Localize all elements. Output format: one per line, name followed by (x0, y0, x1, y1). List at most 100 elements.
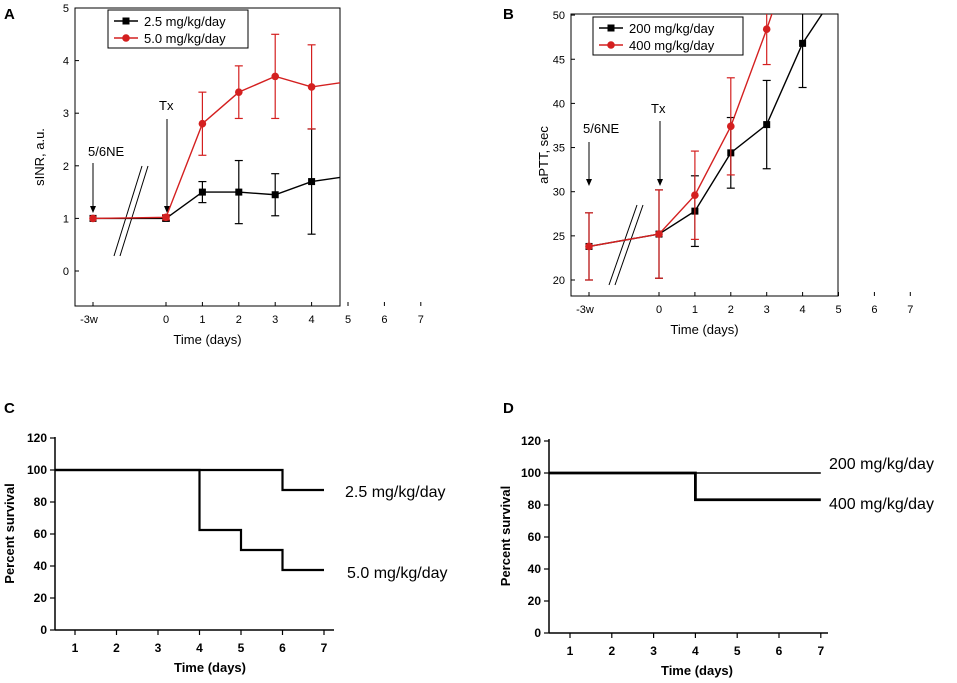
data-point-circle (585, 242, 593, 251)
legend-marker-square (607, 24, 615, 32)
annotation-label: 5/6NE (88, 144, 124, 159)
x-axis-label: Time (days) (173, 332, 241, 347)
data-point-circle (727, 122, 735, 131)
y-tick-label: 0 (534, 626, 541, 640)
x-tick-label: 1 (692, 304, 698, 316)
y-axis-label: sINR, a.u. (32, 128, 47, 186)
x-tick-label: 7 (321, 641, 328, 655)
y-tick-label: 20 (34, 591, 48, 605)
data-point-circle (762, 25, 771, 34)
y-tick-label: 4 (63, 56, 69, 68)
data-point-square (308, 178, 316, 186)
x-tick-label: 0 (163, 314, 169, 326)
panel-label: A (4, 6, 15, 23)
axis-break-mark (119, 165, 149, 257)
x-tick-label: 6 (381, 314, 387, 326)
y-tick-label: 40 (553, 98, 565, 110)
y-tick-label: 35 (553, 143, 565, 155)
x-tick-label: 3 (272, 314, 278, 326)
x-tick-label: 4 (309, 314, 315, 326)
y-tick-label: 5 (63, 3, 69, 15)
y-axis-label: Percent survival (498, 486, 513, 586)
panel-A: A 0 1 2 3 4 5 -3w 0 1 2 3 4 5 6 7 Time (days) sINR, a.u. 5… (4, 3, 425, 347)
data-point-circle (271, 72, 280, 81)
data-point-circle (162, 213, 170, 222)
data-point-circle (691, 191, 699, 200)
x-axis-label: Time (days) (661, 663, 733, 678)
x-tick-label: 5 (345, 314, 351, 326)
data-point-square (235, 188, 243, 196)
x-tick-label: 4 (800, 304, 806, 316)
y-tick-label: 0 (63, 266, 69, 278)
legend-box (592, 16, 744, 56)
x-tick-label: 3 (650, 644, 657, 658)
y-tick-label: 120 (27, 431, 47, 445)
x-tick-label: 2 (608, 644, 615, 658)
y-tick-label: 20 (553, 275, 565, 287)
x-tick-label: 4 (692, 644, 699, 658)
data-point-circle (655, 230, 663, 238)
y-tick-label: 25 (553, 231, 565, 243)
x-tick-label: 3 (764, 304, 770, 316)
survival-curve (55, 468, 324, 492)
survival-curve-label: 200 mg/kg/day (829, 456, 934, 473)
y-tick-label: 3 (63, 108, 69, 120)
y-tick-label: 100 (521, 466, 541, 480)
x-tick-label: 7 (418, 314, 424, 326)
y-tick-label: 1 (63, 213, 69, 225)
survival-curve (549, 471, 821, 502)
series-line (93, 176, 340, 220)
data-point-circle (307, 83, 316, 91)
x-tick-label: 0 (656, 304, 662, 316)
plot-frame (74, 7, 341, 307)
y-tick-label: 60 (34, 527, 48, 541)
panel-label: B (503, 6, 514, 23)
data-point-square (345, 173, 352, 180)
data-point-circle (381, 67, 389, 75)
x-tick-label: 3 (155, 641, 162, 655)
x-tick-label: -3w (576, 304, 594, 316)
y-tick-label: 120 (521, 434, 541, 448)
axis-break-mark (614, 204, 644, 286)
legend: 2.5 mg/kg/day 5.0 mg/kg/day (107, 9, 249, 49)
x-tick-label: 4 (196, 641, 203, 655)
x-tick-label: 6 (871, 304, 877, 316)
x-axis-label: Time (days) (670, 322, 738, 337)
annotation-arrowhead (90, 206, 96, 213)
x-axis-label: Time (days) (174, 660, 246, 675)
x-tick-label: 2 (236, 314, 242, 326)
annotation-arrowhead (164, 206, 170, 213)
y-tick-label: 50 (553, 10, 565, 22)
data-point-square (198, 188, 206, 196)
axis-break-mark (608, 204, 638, 286)
survival-curve (55, 468, 324, 572)
axis-break-mark (113, 165, 143, 257)
data-point-circle (344, 78, 352, 86)
y-tick-label: 0 (40, 623, 47, 637)
survival-curve-label: 400 mg/kg/day (829, 496, 934, 513)
x-tick-label: 1 (567, 644, 574, 658)
x-tick-label: 5 (835, 304, 841, 316)
data-point-circle (198, 119, 207, 128)
y-tick-label: 100 (27, 463, 47, 477)
x-tick-label: 7 (817, 644, 824, 658)
survival-curve-label: 2.5 mg/kg/day (345, 484, 446, 501)
data-point-square (271, 191, 279, 199)
data-point-circle (417, 46, 425, 54)
panel-D: D 0 20 40 60 80 100 120 1 2 3 4 5 6 7 Time (days) Percen… (498, 400, 934, 678)
y-tick-label: 80 (34, 495, 48, 509)
legend-entry: 2.5 mg/kg/day (144, 14, 226, 29)
legend-entry: 5.0 mg/kg/day (144, 31, 226, 46)
data-point-circle (235, 88, 243, 96)
annotation-arrowhead (657, 179, 663, 186)
annotation-arrowhead (586, 179, 592, 186)
survival-curve-label: 5.0 mg/kg/day (347, 565, 448, 582)
x-tick-label: 1 (199, 314, 205, 326)
x-tick-label: -3w (80, 314, 98, 326)
series-line (588, 14, 773, 248)
data-point-square (763, 121, 771, 129)
y-tick-label: 30 (553, 187, 565, 199)
legend-box (107, 9, 249, 49)
